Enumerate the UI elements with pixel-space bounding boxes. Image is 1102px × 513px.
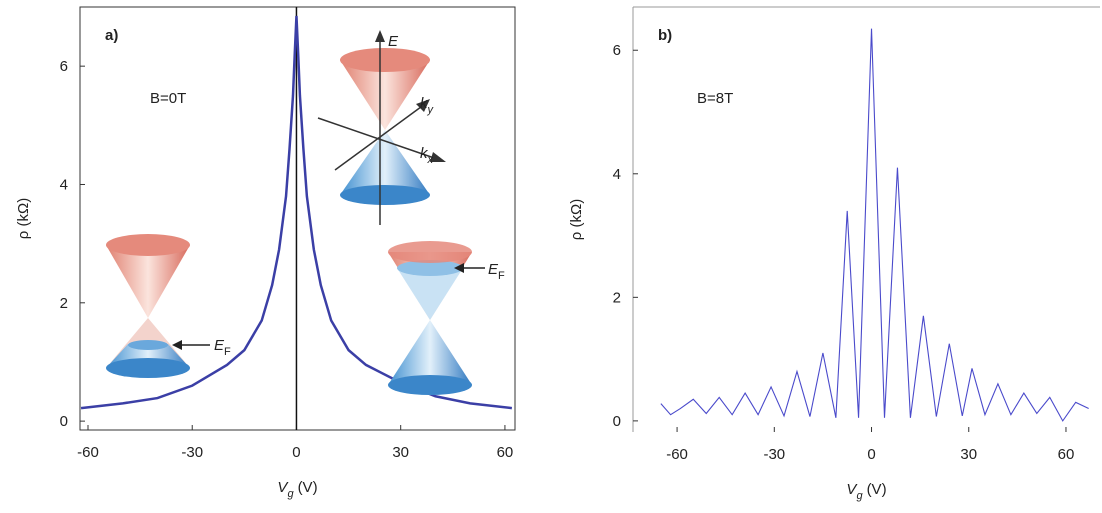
x-tick-label: -60 — [77, 444, 99, 461]
annotation: ky — [420, 95, 435, 116]
dirac-cone-electron — [388, 241, 485, 395]
chart-panel: -60 -30 0 30 60 0 2 4 6 b) B=8T ρ (kΩ) Vg (V) — [568, 6, 1100, 502]
y-tick-label: 2 — [613, 289, 621, 306]
annotation-sub: x — [427, 154, 434, 166]
y-tick-label: 0 — [613, 413, 621, 430]
data-line — [80, 15, 513, 410]
x-tick-label: -60 — [666, 446, 688, 463]
x-tick-label: 0 — [867, 446, 875, 463]
annotation: EF — [488, 261, 505, 282]
x-axis-title-unit: (V) — [298, 479, 318, 496]
y-tick-label: 6 — [60, 58, 68, 75]
data-line — [660, 28, 1089, 422]
dirac-cone-hole — [106, 234, 210, 378]
x-tick-label: 0 — [292, 444, 300, 461]
annotation: E — [388, 33, 399, 50]
x-axis-title-sub: g — [287, 488, 294, 500]
plot-frame — [79, 6, 516, 431]
dirac-cone-inset — [317, 30, 446, 225]
x-tick-label: 60 — [1058, 446, 1075, 463]
x-tick-label: 30 — [392, 444, 409, 461]
annotation-sub: F — [224, 346, 231, 358]
y-tick-label: 0 — [60, 413, 68, 430]
annotation: kx — [420, 145, 434, 166]
y-axis-title: ρ (kΩ) — [15, 198, 32, 239]
panel-label: b) — [658, 27, 672, 44]
annotation-sub: y — [427, 104, 435, 116]
annotation-text: E — [214, 337, 225, 354]
y-tick-label: 4 — [60, 176, 68, 193]
x-axis-title: Vg (V) — [846, 481, 886, 502]
panel-label: a) — [105, 27, 118, 44]
x-tick-label: 60 — [497, 444, 514, 461]
y-tick-label: 4 — [613, 166, 621, 183]
y-tick-label: 6 — [613, 42, 621, 59]
field-label: B=8T — [697, 90, 733, 107]
x-axis-title-sub: g — [856, 490, 863, 502]
annotation-text: E — [488, 261, 499, 278]
x-axis-title: Vg (V) — [277, 479, 317, 500]
x-tick-label: -30 — [181, 444, 203, 461]
y-axis-title: ρ (kΩ) — [568, 199, 585, 240]
y-tick-label: 2 — [60, 295, 68, 312]
annotation-text: k — [420, 145, 429, 162]
x-axis-title-unit: (V) — [867, 481, 887, 498]
field-label: B=0T — [150, 90, 186, 107]
annotation: EF — [214, 337, 231, 358]
x-axis-title-var: V — [277, 479, 289, 496]
chart-panel: -60 -30 0 30 60 0 2 4 6 a) B=0T ρ (kΩ) Vg (V) — [15, 6, 516, 500]
x-tick-label: 30 — [960, 446, 977, 463]
x-tick-label: -30 — [763, 446, 785, 463]
annotation-sub: F — [498, 270, 505, 282]
x-axis-title-var: V — [846, 481, 858, 498]
annotation-text: k — [420, 95, 429, 112]
